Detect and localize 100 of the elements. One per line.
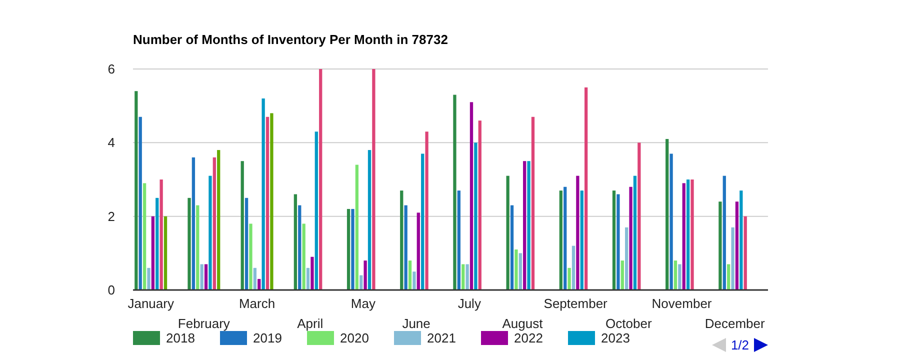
bar: [244, 198, 248, 290]
x-tick-label: December: [704, 316, 766, 331]
bar: [674, 260, 678, 290]
bar: [196, 205, 200, 290]
bar: [523, 161, 526, 290]
bar: [310, 256, 314, 290]
bar: [633, 176, 637, 290]
bar: [416, 212, 420, 290]
x-tick-label: May: [350, 296, 376, 311]
x-tick-label: August: [502, 316, 544, 331]
bar: [262, 98, 265, 290]
bar: [134, 91, 138, 290]
x-tick-label: January: [128, 296, 174, 311]
bar: [408, 260, 412, 290]
bar: [629, 186, 632, 290]
x-tick-label: June: [402, 316, 430, 331]
bar: [474, 142, 478, 290]
bar: [740, 190, 743, 290]
bar: [351, 208, 354, 290]
bar: [200, 264, 204, 290]
bar: [204, 264, 208, 290]
bar: [510, 205, 514, 290]
bar: [270, 113, 274, 290]
y-tick-label: 0: [108, 282, 115, 298]
legend-label: 2018: [166, 330, 195, 346]
bar: [670, 154, 673, 290]
text: 1/2: [730, 338, 750, 353]
bar: [616, 194, 620, 290]
bar: [727, 264, 730, 290]
x-tick-label: October: [606, 316, 652, 331]
bar: [306, 268, 310, 290]
bar: [249, 224, 252, 290]
bar: [400, 190, 404, 290]
bar: [572, 246, 576, 290]
y-tick-label: 6: [108, 62, 115, 77]
bar: [462, 264, 465, 290]
bar: [208, 176, 212, 290]
bar: [266, 116, 270, 290]
bar: [518, 253, 522, 290]
bar: [718, 202, 722, 290]
bar: [302, 224, 306, 290]
bar: [514, 249, 518, 290]
bar: [457, 190, 460, 290]
x-tick-label: September: [544, 296, 608, 311]
bar: [138, 116, 142, 290]
bar: [576, 176, 580, 290]
bar: [559, 190, 562, 290]
bar: [412, 272, 416, 290]
bar: [364, 260, 367, 290]
bar: [466, 264, 469, 290]
bar: [294, 194, 298, 290]
bar: [568, 268, 571, 290]
bar: [421, 154, 424, 290]
legend-label: 2021: [427, 330, 456, 346]
bar: [147, 268, 150, 290]
bar: [682, 183, 686, 290]
bar: [319, 69, 322, 290]
bar: [192, 157, 196, 290]
bar: [722, 176, 726, 290]
bar: [625, 227, 628, 290]
bar: [735, 202, 739, 290]
bar: [314, 132, 318, 290]
bar: [188, 198, 191, 290]
bar: [217, 150, 220, 290]
bar: [360, 275, 363, 290]
bar: [612, 190, 616, 290]
x-tick-label: November: [652, 296, 712, 311]
bar: [506, 176, 510, 290]
legend-label: 2023: [601, 330, 630, 346]
bar: [212, 157, 216, 290]
bar: [678, 264, 682, 290]
chart-title: Number of Months of Inventory Per Month in 78732: [133, 32, 448, 47]
bar: [151, 216, 155, 290]
bar: [253, 268, 257, 290]
bar: [666, 138, 669, 290]
bar: [404, 205, 408, 290]
bar: [564, 186, 567, 290]
bar: [425, 132, 428, 290]
bar: [453, 94, 456, 290]
bar: [258, 278, 261, 290]
bar: [744, 216, 747, 290]
bar: [298, 205, 302, 290]
bar: [731, 227, 734, 290]
bar: [686, 180, 690, 290]
y-tick-label: 4: [108, 135, 115, 150]
bar: [355, 164, 358, 290]
bar: [240, 161, 244, 290]
bar: [156, 198, 159, 290]
x-tick-label: April: [297, 316, 324, 331]
bar: [160, 180, 163, 290]
x-tick-label: February: [178, 316, 230, 331]
bar: [478, 120, 482, 290]
bar: [372, 69, 376, 290]
legend-label: 2019: [253, 330, 282, 346]
bar: [580, 190, 584, 290]
bar: [584, 87, 588, 290]
bar: [527, 161, 530, 290]
bar: [620, 260, 624, 290]
bar: [142, 183, 146, 290]
bar: [346, 208, 350, 290]
